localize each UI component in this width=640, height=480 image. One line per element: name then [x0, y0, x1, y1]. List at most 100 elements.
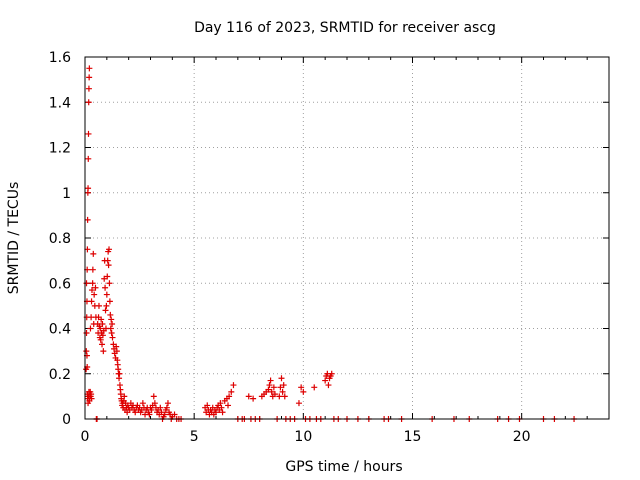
chart-title: Day 116 of 2023, SRMTID for receiver asc…	[194, 20, 496, 36]
data-point-marker	[98, 316, 105, 323]
data-point-marker	[268, 388, 275, 395]
data-point-marker	[146, 411, 153, 418]
x-axis-label: GPS time / hours	[285, 459, 402, 475]
data-point-marker	[139, 400, 146, 407]
data-point-marker	[250, 395, 257, 402]
plot-frame	[84, 56, 610, 420]
data-point-marker	[245, 393, 252, 400]
data-point-marker	[83, 348, 90, 355]
y-tick-label: 0.2	[49, 367, 71, 383]
y-tick-label: 1.6	[49, 50, 71, 66]
data-point-marker	[99, 332, 106, 339]
data-point-marker	[226, 393, 233, 400]
data-point-marker	[89, 266, 96, 273]
data-point-marker	[267, 377, 274, 384]
data-point-marker	[265, 386, 272, 393]
data-point-marker	[85, 185, 92, 192]
data-point-marker	[116, 370, 123, 377]
data-point-marker	[151, 400, 158, 407]
data-point-marker	[85, 85, 92, 92]
data-point-marker	[311, 384, 318, 391]
data-point-marker	[92, 284, 99, 291]
data-point-marker	[89, 280, 96, 287]
data-point-marker	[121, 393, 128, 400]
data-point-marker	[113, 348, 120, 355]
data-point-marker	[132, 409, 139, 416]
x-tick-label: 20	[513, 429, 531, 445]
data-point-marker	[88, 287, 95, 294]
data-point-marker	[218, 404, 225, 411]
data-point-marker	[100, 348, 107, 355]
data-point-marker	[277, 384, 284, 391]
data-point-marker	[298, 384, 305, 391]
data-point-marker	[109, 320, 116, 327]
data-point-marker	[157, 404, 164, 411]
data-point-marker	[107, 325, 114, 332]
data-point-marker	[91, 291, 98, 298]
data-point-marker	[85, 99, 92, 106]
data-point-marker	[163, 404, 170, 411]
x-tick-label: 10	[294, 429, 312, 445]
data-point-marker	[90, 250, 97, 257]
data-point-marker	[164, 400, 171, 407]
data-point-marker	[86, 65, 93, 72]
data-point-marker	[230, 382, 237, 389]
data-point-marker	[266, 382, 273, 389]
data-point-marker	[108, 316, 115, 323]
data-point-marker	[228, 388, 235, 395]
data-point-marker	[300, 388, 307, 395]
data-points	[83, 65, 578, 422]
data-point-marker	[217, 400, 224, 407]
data-point-marker	[102, 307, 109, 314]
data-point-marker	[106, 298, 113, 305]
data-point-marker	[86, 74, 93, 81]
data-point-marker	[107, 311, 114, 318]
data-point-marker	[97, 325, 104, 332]
data-point-marker	[87, 325, 94, 332]
data-point-marker	[213, 409, 219, 416]
data-point-marker	[325, 382, 332, 389]
y-tick-label: 0.8	[49, 231, 71, 247]
data-point-marker	[148, 406, 155, 413]
data-point-marker	[95, 302, 102, 309]
data-point-marker	[279, 388, 286, 395]
data-point-marker	[109, 334, 116, 341]
data-point-marker	[270, 384, 277, 391]
data-point-marker	[104, 273, 111, 280]
data-point-marker	[295, 400, 302, 407]
data-point-marker	[99, 320, 106, 327]
grid	[85, 57, 609, 419]
data-point-marker	[158, 409, 165, 416]
data-point-marker	[101, 275, 108, 282]
x-tick-label: 15	[404, 429, 422, 445]
data-point-marker	[204, 402, 211, 409]
data-point-marker	[83, 330, 90, 337]
data-point-marker	[105, 262, 112, 269]
data-point-marker	[88, 298, 95, 305]
y-tick-label: 1.2	[49, 141, 71, 157]
data-point-marker	[113, 343, 120, 350]
y-tick-label: 1.4	[49, 95, 71, 111]
data-point-marker	[171, 411, 178, 418]
data-point-marker	[103, 302, 110, 309]
data-point-marker	[281, 393, 288, 400]
data-point-marker	[103, 291, 110, 298]
y-tick-label: 0	[62, 412, 71, 428]
data-point-marker	[278, 375, 285, 382]
y-tick-label: 1	[62, 186, 71, 202]
y-axis-label: SRMTID / TECUs	[6, 182, 22, 295]
data-point-marker	[85, 130, 92, 137]
data-point-marker	[102, 284, 109, 291]
x-tick-label: 0	[81, 429, 90, 445]
data-point-marker	[88, 395, 95, 402]
x-tick-label: 5	[190, 429, 199, 445]
data-point-marker	[280, 382, 287, 389]
data-point-marker	[83, 280, 90, 287]
data-point-marker	[271, 391, 278, 398]
data-point-marker	[328, 370, 335, 377]
data-point-marker	[322, 377, 329, 384]
y-tick-label: 0.6	[49, 276, 71, 292]
data-point-marker	[161, 411, 168, 418]
data-point-marker	[106, 246, 113, 253]
